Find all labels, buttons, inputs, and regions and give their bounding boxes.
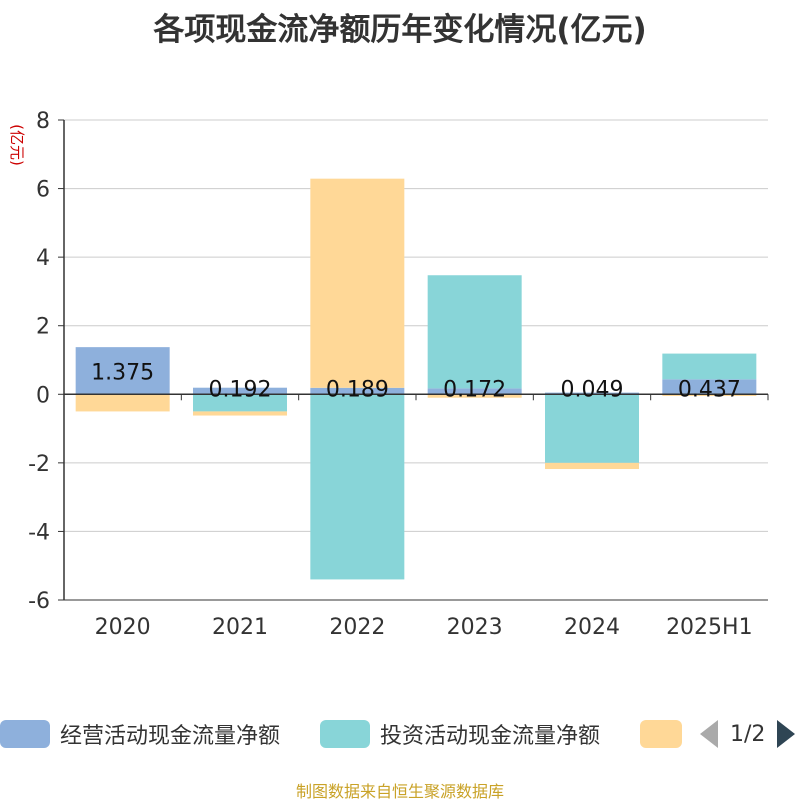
x-tick-label: 2024 [564, 615, 620, 640]
bar-investing [310, 394, 405, 580]
bar-financing [310, 178, 405, 388]
x-tick-label: 2023 [447, 615, 503, 640]
y-tick-label: 0 [36, 383, 50, 408]
legend-label-investing: 投资活动现金流量净额 [380, 724, 601, 749]
bar-investing [427, 275, 522, 389]
y-tick-label: 6 [36, 178, 50, 203]
legend-label-operating: 经营活动现金流量净额 [60, 724, 281, 749]
source-note: 制图数据来自恒生聚源数据库 [295, 782, 504, 801]
y-tick-label: -6 [28, 589, 50, 614]
bar-investing [193, 394, 287, 412]
bar-financing [427, 394, 522, 398]
data-label: 0.192 [209, 377, 272, 402]
legend-item-financing[interactable] [640, 714, 682, 754]
data-label: 0.437 [678, 377, 741, 402]
x-tick-label: 2020 [95, 615, 151, 640]
legend-item-operating[interactable]: 经营活动现金流量净额 [0, 714, 280, 754]
x-tick-label: 2021 [212, 615, 268, 640]
bar-operating [545, 392, 639, 395]
y-tick-label: -2 [28, 452, 50, 477]
bar-operating [193, 387, 287, 395]
y-tick-label: 8 [36, 109, 50, 134]
chart-title: 各项现金流净额历年变化情况(亿元) [153, 12, 647, 48]
data-label: 0.172 [443, 377, 506, 402]
y-tick-label: -4 [28, 520, 50, 545]
legend: 经营活动现金流量净额 投资活动现金流量净额 1/2 [0, 714, 800, 754]
bar-chart: 8 6 4 2 0 -2 -4 -6 (亿元) 2020 2021 2022 2023 2024 2025H… [8, 109, 769, 640]
bar-operating [75, 347, 170, 395]
data-label: 0.189 [326, 377, 389, 402]
data-label: 1.375 [91, 361, 154, 386]
legend-pager: 1/2 [700, 714, 796, 754]
y-tick-label: 2 [36, 315, 50, 340]
bar-operating [662, 379, 757, 395]
next-page-icon[interactable] [777, 720, 796, 748]
legend-item-investing[interactable]: 投资活动现金流量净额 [320, 714, 600, 754]
bar-financing [662, 394, 757, 396]
bar-investing [545, 394, 639, 463]
bar-financing [193, 411, 287, 416]
previous-page-icon[interactable] [700, 720, 718, 748]
bar-operating [310, 387, 405, 395]
bar-financing [545, 462, 639, 470]
legend-swatch-investing [320, 720, 370, 748]
bar-investing [662, 353, 757, 380]
y-tick-label: 4 [36, 246, 50, 271]
legend-swatch-financing [640, 720, 682, 748]
data-label: 0.049 [561, 377, 624, 402]
legend-page-indicator: 1/2 [730, 721, 766, 747]
y-axis-unit-label: (亿元) [8, 124, 26, 166]
x-tick-label: 2025H1 [666, 615, 753, 640]
bar-financing [75, 394, 170, 412]
bar-operating [427, 388, 522, 395]
legend-swatch-operating [0, 720, 50, 748]
x-tick-label: 2022 [329, 615, 385, 640]
